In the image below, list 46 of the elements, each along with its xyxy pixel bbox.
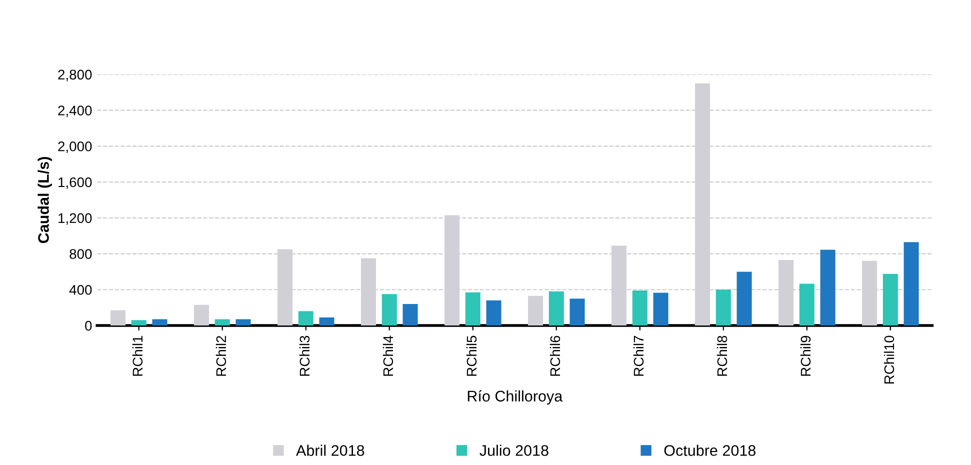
bar	[904, 242, 919, 326]
x-tick-label: RChil6	[550, 336, 560, 376]
bar	[653, 292, 668, 326]
x-axis-title: Río Chilloroya	[468, 390, 563, 405]
y-tick-label: 2,400	[58, 106, 92, 118]
x-tick-label: RChil4	[382, 336, 394, 376]
y-axis-title: Caudal (L/s)	[38, 156, 52, 244]
y-tick-label: 2,800	[58, 70, 92, 82]
bar	[214, 319, 230, 326]
bar	[820, 250, 836, 326]
y-tick-label: 400	[69, 284, 92, 295]
bar	[632, 290, 648, 326]
y-tick-label: 1,200	[58, 213, 92, 225]
x-tick-label: RChil10	[884, 336, 894, 384]
x-tick-label: RChil5	[466, 336, 477, 376]
bar	[528, 296, 544, 326]
legend-label: Julio 2018	[480, 444, 548, 456]
x-tick-label: RChil9	[800, 336, 811, 376]
bar	[402, 304, 418, 326]
bar	[319, 317, 334, 326]
bar	[110, 310, 126, 326]
y-tick-label: 800	[70, 249, 92, 259]
bar	[548, 291, 564, 326]
x-tick-label: RChil1	[132, 336, 143, 376]
x-tick-label: RChil7	[633, 336, 644, 376]
bar	[799, 284, 814, 326]
y-tick-label: 2,000	[58, 141, 92, 153]
y-tick-label: 1,600	[58, 177, 92, 189]
bar	[382, 294, 397, 326]
bar	[236, 319, 251, 326]
bar	[194, 304, 209, 326]
bar	[486, 300, 502, 326]
bar	[465, 292, 480, 326]
x-tick-label: RChil8	[716, 336, 728, 376]
bar	[570, 298, 585, 326]
bar	[131, 320, 146, 326]
y-tick-label: 0	[85, 320, 92, 331]
bar	[298, 311, 314, 326]
bar	[736, 272, 752, 326]
x-tick-label: RChil2	[216, 336, 226, 376]
legend-label: Octubre 2018	[664, 444, 756, 456]
bar	[716, 290, 731, 326]
legend-label: Abril 2018	[296, 444, 364, 456]
x-tick-label: RChil3	[299, 336, 310, 376]
bar	[152, 319, 168, 326]
bar	[882, 274, 898, 326]
